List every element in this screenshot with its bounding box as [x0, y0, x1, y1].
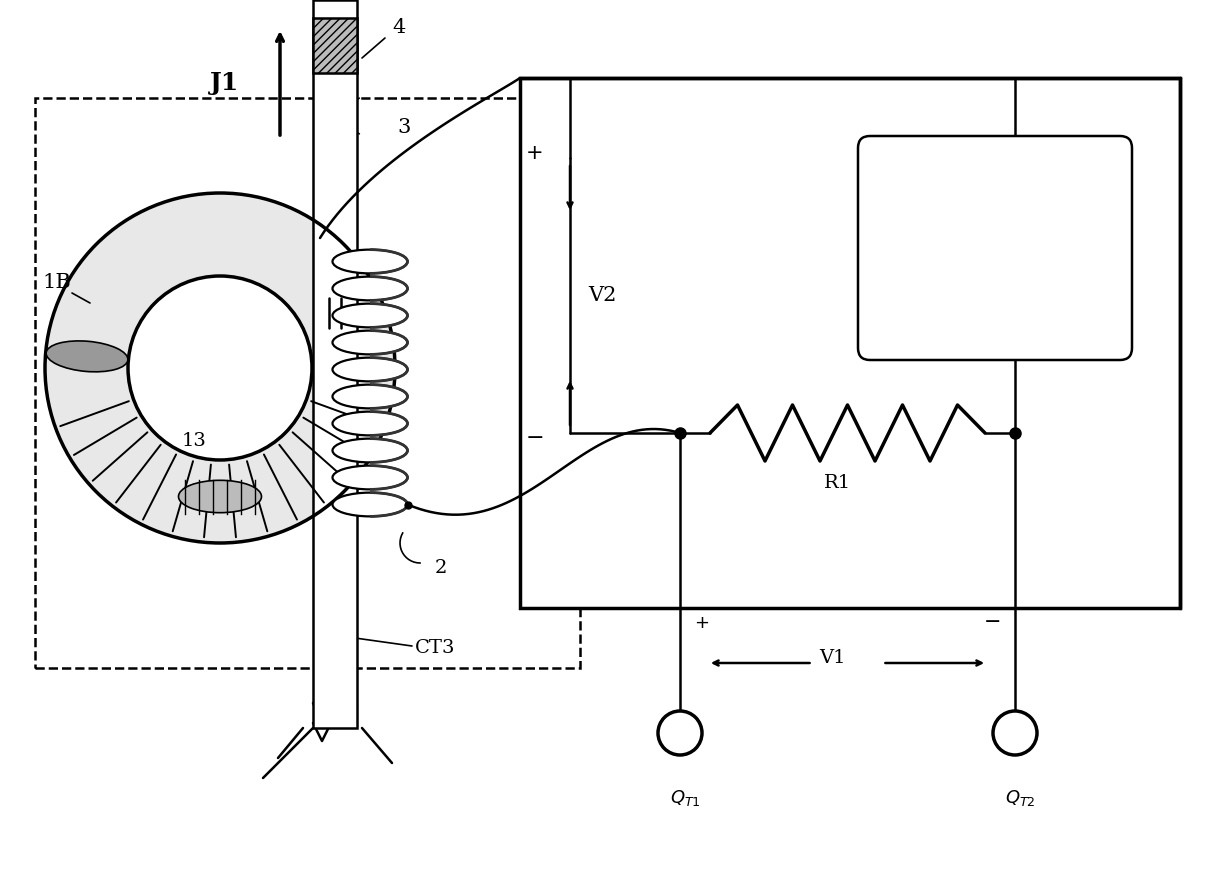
Text: 3: 3: [397, 118, 411, 137]
Polygon shape: [128, 276, 311, 460]
Text: 13: 13: [181, 432, 207, 450]
Text: −: −: [526, 428, 544, 448]
Text: V2: V2: [588, 286, 617, 305]
Text: 4: 4: [392, 18, 406, 37]
Text: CT3: CT3: [414, 639, 456, 657]
Text: J1: J1: [210, 71, 239, 95]
Text: R1: R1: [824, 474, 851, 492]
Ellipse shape: [332, 304, 407, 328]
Polygon shape: [45, 193, 395, 543]
Ellipse shape: [332, 385, 407, 408]
Bar: [313, 0, 357, 728]
Ellipse shape: [332, 412, 407, 435]
FancyBboxPatch shape: [858, 136, 1132, 360]
Text: V1: V1: [819, 649, 846, 667]
Ellipse shape: [332, 439, 407, 463]
Text: −: −: [984, 612, 1002, 632]
Bar: [36, 98, 580, 668]
Ellipse shape: [332, 250, 407, 274]
Circle shape: [658, 711, 702, 755]
Text: +: +: [526, 143, 544, 163]
Text: $Q_{T1}$: $Q_{T1}$: [669, 788, 700, 808]
Text: J2: J2: [981, 236, 1010, 260]
Bar: [313, 18, 357, 73]
Ellipse shape: [332, 493, 407, 517]
Text: +: +: [694, 614, 710, 632]
Ellipse shape: [47, 341, 128, 372]
Ellipse shape: [332, 277, 407, 300]
Text: 2: 2: [435, 559, 447, 577]
Ellipse shape: [332, 465, 407, 489]
Text: $Q_{T2}$: $Q_{T2}$: [1004, 788, 1035, 808]
Text: 1B: 1B: [42, 273, 71, 292]
Ellipse shape: [179, 480, 261, 512]
Circle shape: [993, 711, 1037, 755]
Ellipse shape: [332, 330, 407, 354]
Ellipse shape: [332, 358, 407, 381]
Bar: [520, 78, 1179, 608]
